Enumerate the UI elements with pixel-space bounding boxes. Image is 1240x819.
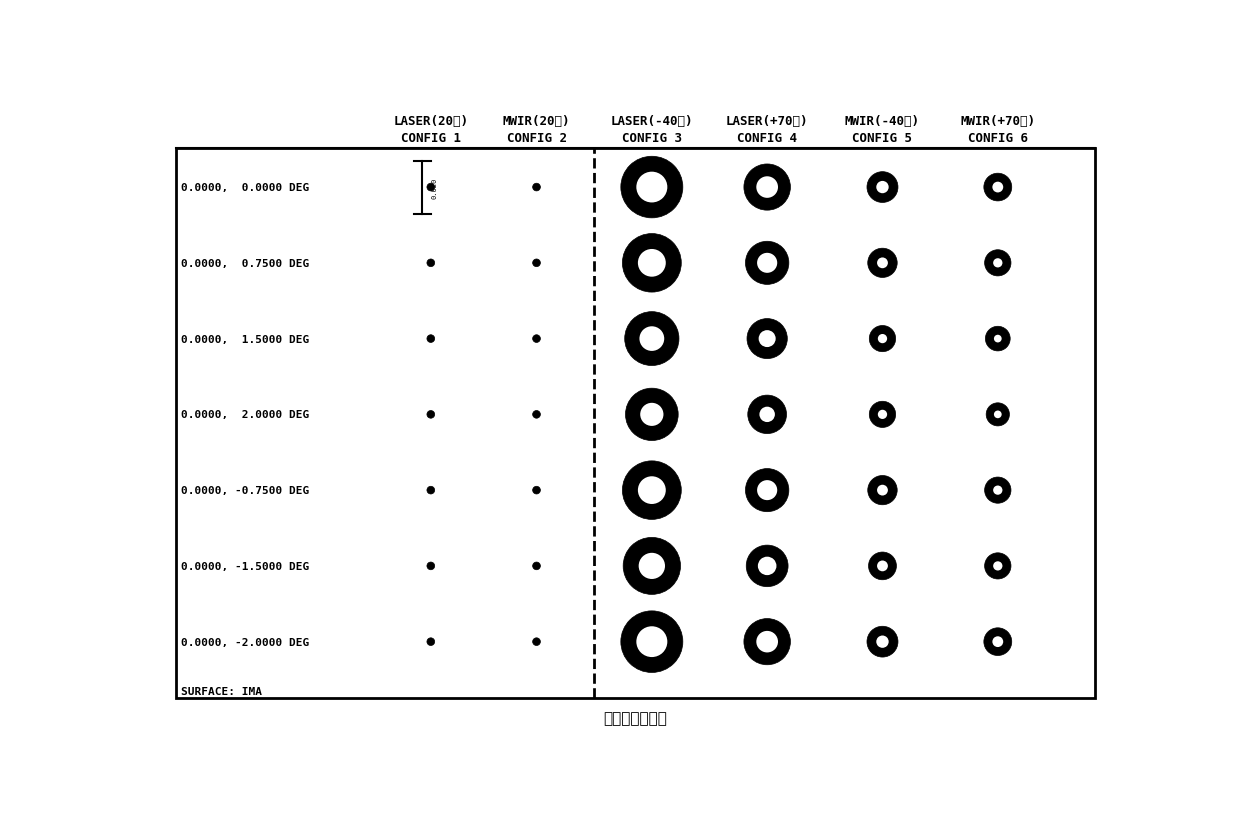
Ellipse shape — [994, 411, 1002, 419]
Ellipse shape — [427, 335, 435, 343]
Ellipse shape — [746, 319, 787, 360]
Ellipse shape — [621, 611, 683, 672]
Ellipse shape — [869, 326, 895, 352]
Text: 0.0000,  0.7500 DEG: 0.0000, 0.7500 DEG — [181, 259, 309, 269]
Ellipse shape — [748, 396, 786, 434]
Ellipse shape — [758, 481, 777, 500]
Text: CONFIG 6: CONFIG 6 — [967, 132, 1028, 144]
Text: MWIR(-40℃): MWIR(-40℃) — [844, 115, 920, 128]
Ellipse shape — [758, 254, 777, 274]
Text: CONFIG 2: CONFIG 2 — [506, 132, 567, 144]
Ellipse shape — [533, 638, 541, 645]
Ellipse shape — [746, 545, 789, 587]
Ellipse shape — [867, 627, 898, 658]
Ellipse shape — [427, 563, 435, 570]
Ellipse shape — [640, 403, 663, 427]
Ellipse shape — [756, 177, 777, 198]
Ellipse shape — [427, 638, 435, 645]
Ellipse shape — [533, 260, 541, 267]
Text: 光学系统点列图: 光学系统点列图 — [604, 710, 667, 725]
Ellipse shape — [994, 335, 1002, 343]
Ellipse shape — [625, 312, 680, 366]
Text: CONFIG 3: CONFIG 3 — [621, 132, 682, 144]
Text: 0.0000, -2.0000 DEG: 0.0000, -2.0000 DEG — [181, 637, 309, 647]
Ellipse shape — [877, 182, 889, 194]
Ellipse shape — [745, 469, 789, 512]
Ellipse shape — [759, 407, 775, 423]
Ellipse shape — [878, 335, 887, 344]
Ellipse shape — [877, 561, 888, 572]
Ellipse shape — [533, 563, 541, 570]
Ellipse shape — [985, 477, 1011, 504]
Ellipse shape — [878, 410, 887, 419]
Ellipse shape — [759, 331, 776, 347]
Ellipse shape — [985, 553, 1011, 579]
Ellipse shape — [877, 485, 888, 496]
Ellipse shape — [993, 259, 1002, 268]
Ellipse shape — [867, 173, 898, 203]
Ellipse shape — [993, 562, 1002, 571]
Ellipse shape — [985, 251, 1011, 277]
Ellipse shape — [533, 411, 541, 419]
Ellipse shape — [533, 486, 541, 495]
Text: 0.0000, -1.5000 DEG: 0.0000, -1.5000 DEG — [181, 561, 309, 571]
Ellipse shape — [427, 486, 435, 495]
Text: 0.0000, -0.7500 DEG: 0.0000, -0.7500 DEG — [181, 486, 309, 495]
Ellipse shape — [758, 557, 776, 576]
Ellipse shape — [625, 389, 678, 441]
Ellipse shape — [637, 477, 666, 505]
Text: 0.0000,  0.0000 DEG: 0.0000, 0.0000 DEG — [181, 183, 309, 192]
Ellipse shape — [621, 157, 683, 219]
Text: LASER(20℃): LASER(20℃) — [393, 115, 469, 128]
Ellipse shape — [744, 165, 790, 211]
Ellipse shape — [744, 619, 790, 665]
Ellipse shape — [637, 250, 666, 278]
Ellipse shape — [745, 242, 789, 285]
Text: CONFIG 5: CONFIG 5 — [852, 132, 913, 144]
Text: MWIR(20℃): MWIR(20℃) — [502, 115, 570, 128]
Ellipse shape — [992, 636, 1003, 647]
Ellipse shape — [983, 628, 1012, 656]
Ellipse shape — [636, 627, 667, 658]
Ellipse shape — [877, 636, 889, 648]
Ellipse shape — [983, 174, 1012, 201]
Text: CONFIG 1: CONFIG 1 — [401, 132, 461, 144]
Text: CONFIG 4: CONFIG 4 — [737, 132, 797, 144]
Ellipse shape — [622, 234, 681, 292]
Ellipse shape — [756, 631, 777, 653]
Text: 0.0000,  2.0000 DEG: 0.0000, 2.0000 DEG — [181, 410, 309, 420]
Ellipse shape — [640, 327, 665, 351]
Text: LASER(+70℃): LASER(+70℃) — [725, 115, 808, 128]
Ellipse shape — [639, 553, 665, 579]
Ellipse shape — [624, 538, 681, 595]
Ellipse shape — [533, 335, 541, 343]
Ellipse shape — [992, 183, 1003, 193]
Ellipse shape — [868, 249, 898, 278]
Ellipse shape — [877, 258, 888, 269]
Ellipse shape — [427, 411, 435, 419]
Ellipse shape — [869, 402, 895, 428]
Text: SURFACE: IMA: SURFACE: IMA — [181, 686, 262, 696]
Text: 0.0000,  1.5000 DEG: 0.0000, 1.5000 DEG — [181, 334, 309, 344]
Ellipse shape — [986, 403, 1009, 427]
Ellipse shape — [986, 327, 1011, 351]
Ellipse shape — [868, 552, 897, 580]
Ellipse shape — [427, 260, 435, 267]
Ellipse shape — [427, 184, 435, 192]
Ellipse shape — [533, 184, 541, 192]
Text: LASER(-40℃): LASER(-40℃) — [610, 115, 693, 128]
Ellipse shape — [868, 476, 898, 505]
Ellipse shape — [622, 461, 681, 520]
Ellipse shape — [993, 486, 1002, 495]
Text: MWIR(+70℃): MWIR(+70℃) — [960, 115, 1035, 128]
Text: 0.020: 0.020 — [432, 177, 438, 198]
Ellipse shape — [636, 173, 667, 203]
